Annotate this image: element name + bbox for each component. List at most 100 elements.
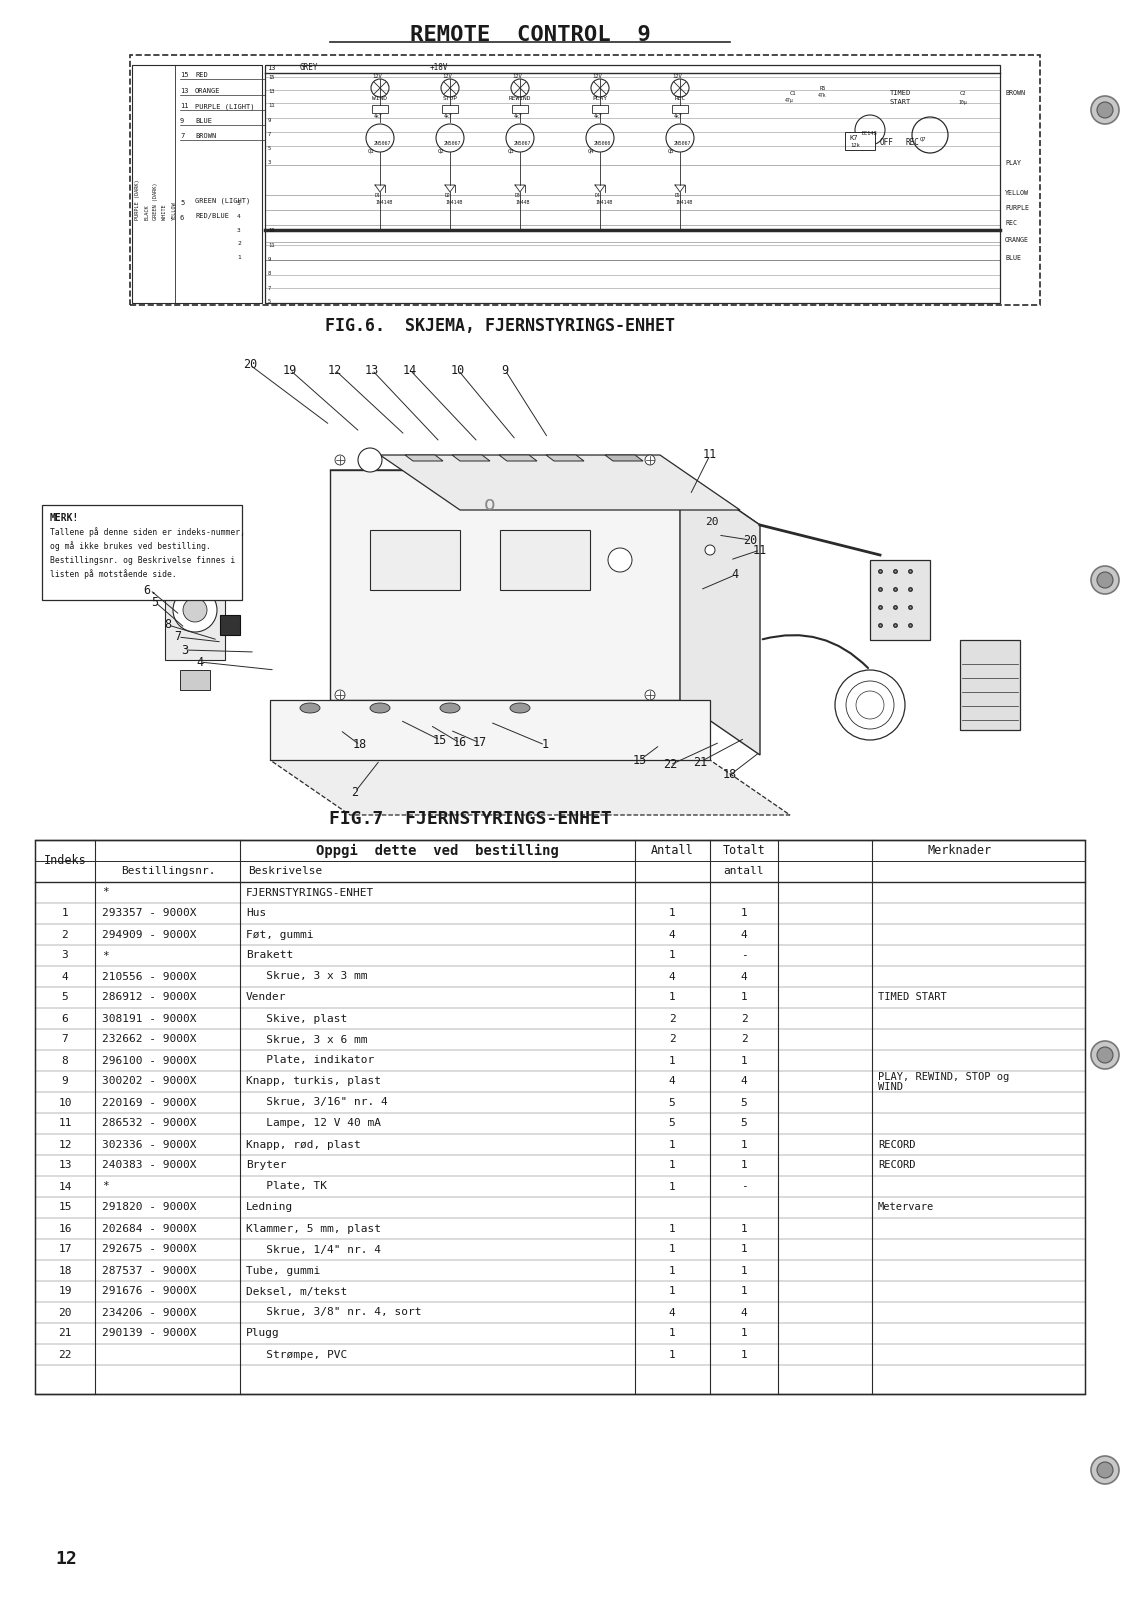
- Text: 8: 8: [268, 270, 271, 275]
- Text: 202684 - 9000X: 202684 - 9000X: [102, 1224, 197, 1234]
- Text: Føt, gummi: Føt, gummi: [246, 930, 313, 939]
- Text: 308191 - 9000X: 308191 - 9000X: [102, 1013, 197, 1024]
- Text: K7: K7: [850, 134, 859, 141]
- Text: 7: 7: [174, 630, 182, 643]
- Text: 2N5067: 2N5067: [444, 141, 461, 146]
- Text: GREEN (DARK): GREEN (DARK): [154, 182, 158, 219]
- Text: YELLOW: YELLOW: [1005, 190, 1029, 195]
- FancyBboxPatch shape: [372, 106, 388, 114]
- Text: Plugg: Plugg: [246, 1328, 280, 1339]
- FancyBboxPatch shape: [35, 840, 1085, 1394]
- Text: Antall: Antall: [651, 845, 694, 858]
- Text: BLACK: BLACK: [145, 205, 149, 219]
- Text: 2N5067: 2N5067: [673, 141, 692, 146]
- Text: 22: 22: [59, 1349, 71, 1360]
- Text: 3: 3: [182, 643, 189, 656]
- Text: Strømpe, PVC: Strømpe, PVC: [246, 1349, 347, 1360]
- Text: D4: D4: [596, 194, 601, 198]
- Text: 8: 8: [62, 1056, 69, 1066]
- Text: 4k7: 4k7: [444, 114, 453, 118]
- Text: 9: 9: [502, 363, 509, 376]
- Text: Tube, gummi: Tube, gummi: [246, 1266, 320, 1275]
- Text: 296100 - 9000X: 296100 - 9000X: [102, 1056, 197, 1066]
- Text: Bryter: Bryter: [246, 1160, 287, 1171]
- Text: REC: REC: [675, 96, 686, 101]
- Text: Skrue, 3/16" nr. 4: Skrue, 3/16" nr. 4: [246, 1098, 388, 1107]
- Polygon shape: [405, 454, 443, 461]
- Text: 234206 - 9000X: 234206 - 9000X: [102, 1307, 197, 1317]
- Text: R5: R5: [820, 86, 826, 91]
- Text: Plate, indikator: Plate, indikator: [246, 1056, 374, 1066]
- Text: 13: 13: [59, 1160, 71, 1171]
- Text: 14: 14: [59, 1181, 71, 1192]
- Text: Q5: Q5: [668, 149, 675, 154]
- Text: 302336 - 9000X: 302336 - 9000X: [102, 1139, 197, 1149]
- Text: 12: 12: [55, 1550, 77, 1568]
- FancyBboxPatch shape: [499, 530, 590, 590]
- Polygon shape: [380, 454, 740, 510]
- Text: 1N414B: 1N414B: [675, 200, 693, 205]
- Text: 220169 - 9000X: 220169 - 9000X: [102, 1098, 197, 1107]
- Text: 2: 2: [669, 1035, 676, 1045]
- Circle shape: [1097, 102, 1113, 118]
- Text: WIND: WIND: [373, 96, 388, 101]
- Text: 4: 4: [669, 930, 676, 939]
- Text: 4: 4: [669, 971, 676, 981]
- Text: 20: 20: [705, 517, 719, 526]
- Circle shape: [1090, 566, 1119, 594]
- Text: 1: 1: [740, 1160, 747, 1171]
- Circle shape: [855, 115, 885, 146]
- Text: 4: 4: [740, 1307, 747, 1317]
- Text: Plate, TK: Plate, TK: [246, 1181, 327, 1192]
- Text: Skive, plast: Skive, plast: [246, 1013, 347, 1024]
- Text: BC148: BC148: [862, 131, 878, 136]
- Text: 1: 1: [740, 1245, 747, 1254]
- Text: 8: 8: [165, 619, 172, 632]
- Text: 17: 17: [59, 1245, 71, 1254]
- FancyBboxPatch shape: [512, 106, 528, 114]
- Text: 210556 - 9000X: 210556 - 9000X: [102, 971, 197, 981]
- Text: Skrue, 1/4" nr. 4: Skrue, 1/4" nr. 4: [246, 1245, 381, 1254]
- Text: 4: 4: [740, 1077, 747, 1086]
- Text: 1: 1: [669, 1286, 676, 1296]
- Text: 19: 19: [59, 1286, 71, 1296]
- Text: 16: 16: [59, 1224, 71, 1234]
- Text: 13: 13: [268, 90, 275, 94]
- Text: 1: 1: [669, 1349, 676, 1360]
- Text: 4: 4: [731, 568, 739, 581]
- Text: 22: 22: [663, 758, 677, 771]
- Text: *: *: [102, 1181, 108, 1192]
- Text: Q4: Q4: [588, 149, 594, 154]
- Text: 11: 11: [268, 243, 275, 248]
- Text: 21: 21: [59, 1328, 71, 1339]
- Circle shape: [506, 125, 534, 152]
- Text: 20: 20: [243, 358, 258, 371]
- Text: 2: 2: [351, 786, 358, 798]
- Text: 11: 11: [703, 448, 718, 461]
- FancyBboxPatch shape: [220, 614, 240, 635]
- Text: 10µ: 10µ: [958, 99, 966, 106]
- Text: 15: 15: [633, 754, 647, 766]
- Text: RED/BLUE: RED/BLUE: [195, 213, 229, 219]
- Circle shape: [173, 587, 217, 632]
- Text: -: -: [740, 1181, 747, 1192]
- Text: D2: D2: [445, 194, 451, 198]
- Text: Skrue, 3 x 6 mm: Skrue, 3 x 6 mm: [246, 1035, 367, 1045]
- Text: 15: 15: [268, 75, 275, 80]
- Text: RECORD: RECORD: [878, 1160, 915, 1171]
- Polygon shape: [452, 454, 490, 461]
- Text: 1: 1: [669, 1224, 676, 1234]
- Text: 11: 11: [59, 1118, 71, 1128]
- Text: 5: 5: [669, 1098, 676, 1107]
- Text: 1: 1: [669, 1245, 676, 1254]
- Text: ORANGE: ORANGE: [195, 88, 220, 94]
- Circle shape: [436, 125, 464, 152]
- Circle shape: [441, 78, 459, 98]
- Text: 1: 1: [669, 1328, 676, 1339]
- Text: 9: 9: [268, 118, 271, 123]
- Text: 3: 3: [62, 950, 69, 960]
- Text: 286532 - 9000X: 286532 - 9000X: [102, 1118, 197, 1128]
- Text: 15: 15: [433, 733, 447, 747]
- Text: OFF: OFF: [880, 138, 894, 147]
- Text: 1: 1: [740, 1328, 747, 1339]
